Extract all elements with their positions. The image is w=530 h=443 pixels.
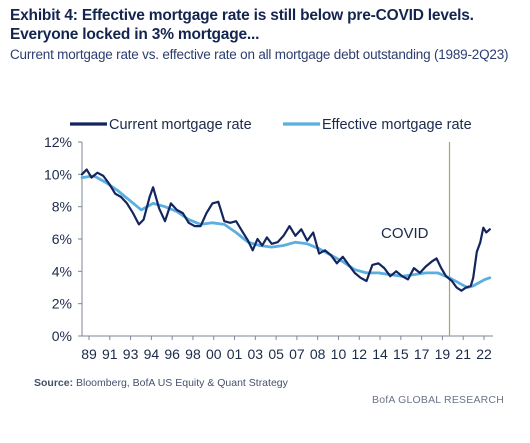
chart-subtitle: Current mortgage rate vs. effective rate… <box>10 47 509 62</box>
x-tick-label: 17 <box>414 346 430 362</box>
x-tick-label: 10 <box>331 346 347 362</box>
x-tick-label: 07 <box>289 346 305 362</box>
x-tick-label: 93 <box>123 346 139 362</box>
series-line-current-mortgage-rate <box>80 168 491 292</box>
x-tick-label: 22 <box>476 346 492 362</box>
x-tick-label: 19 <box>435 346 451 362</box>
legend-label-current: Current mortgage rate <box>109 117 252 133</box>
x-tick-label: 05 <box>268 346 284 362</box>
chart-axes: 0% 2% 4% 6% 8% 10% 12% 89 91 93 94 96 98 00 01 03 05 07 08… <box>44 134 493 362</box>
covid-annotation-label: COVID <box>381 225 429 242</box>
x-tick-label: 01 <box>227 346 243 362</box>
x-tick-label: 12 <box>351 346 367 362</box>
x-tick-label: 91 <box>102 346 118 362</box>
chart-title: Exhibit 4: Effective mortgage rate is st… <box>10 7 474 43</box>
x-tick-label: 08 <box>310 346 326 362</box>
x-tick-label: 96 <box>164 346 180 362</box>
x-tick-label: 03 <box>248 346 264 362</box>
y-tick-label: 8% <box>52 199 72 215</box>
source-text: Bloomberg, BofA US Equity & Quant Strate… <box>73 377 288 389</box>
source-label: Source: <box>34 377 74 389</box>
y-tick-label: 0% <box>52 328 72 344</box>
legend-label-effective: Effective mortgage rate <box>322 117 472 133</box>
source-note: Source: Bloomberg, BofA US Equity & Quan… <box>34 377 288 389</box>
x-tick-label: 89 <box>81 346 97 362</box>
y-tick-label: 2% <box>52 296 72 312</box>
x-tick-label: 98 <box>185 346 201 362</box>
y-tick-label: 12% <box>44 134 72 150</box>
brand-label: BofA GLOBAL RESEARCH <box>372 394 504 406</box>
y-tick-label: 10% <box>44 166 72 182</box>
y-tick-label: 6% <box>52 231 72 247</box>
x-tick-label: 00 <box>206 346 222 362</box>
x-tick-label: 21 <box>455 346 471 362</box>
x-tick-label: 15 <box>393 346 409 362</box>
chart-series <box>80 168 492 292</box>
x-tick-label: 14 <box>372 346 388 362</box>
chart-legend: Current mortgage rate Effective mortgage… <box>70 117 472 133</box>
x-tick-label: 94 <box>144 346 160 362</box>
y-tick-label: 4% <box>52 263 72 279</box>
